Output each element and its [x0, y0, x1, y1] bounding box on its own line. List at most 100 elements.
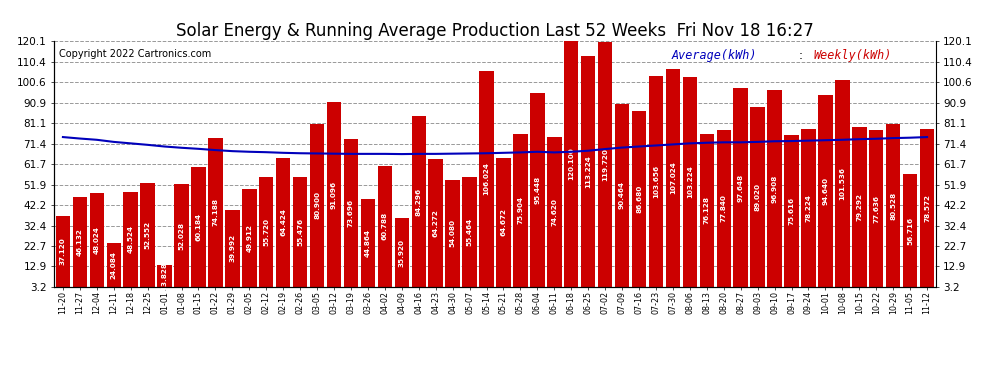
Text: 24.084: 24.084 [111, 251, 117, 279]
Bar [429, 159, 443, 287]
Bar [750, 106, 765, 287]
Bar [734, 88, 747, 287]
Text: 80.528: 80.528 [890, 192, 896, 220]
Bar [767, 90, 782, 287]
Text: 74.620: 74.620 [551, 198, 557, 226]
Text: 48.024: 48.024 [94, 226, 100, 254]
Bar [615, 104, 630, 287]
Bar [869, 130, 883, 287]
Bar [581, 56, 595, 287]
Text: 52.552: 52.552 [145, 221, 150, 249]
Text: 91.096: 91.096 [331, 180, 337, 209]
Text: 74.188: 74.188 [213, 198, 219, 226]
Text: 13.828: 13.828 [161, 262, 167, 290]
Bar [360, 200, 375, 287]
Bar [818, 95, 833, 287]
Bar [344, 139, 358, 287]
Bar [124, 192, 138, 287]
Text: 120.100: 120.100 [568, 148, 574, 180]
Bar [225, 210, 240, 287]
Text: 60.184: 60.184 [195, 213, 202, 241]
Bar [632, 111, 646, 287]
Bar [310, 124, 325, 287]
Bar [903, 174, 918, 287]
Text: 55.720: 55.720 [263, 218, 269, 246]
Text: 49.912: 49.912 [247, 224, 252, 252]
Bar [564, 41, 578, 287]
Text: 113.224: 113.224 [585, 155, 591, 188]
Bar [665, 69, 680, 287]
Text: 52.028: 52.028 [178, 222, 184, 250]
Bar [852, 127, 866, 287]
Text: 44.864: 44.864 [365, 229, 371, 257]
Text: 106.024: 106.024 [483, 162, 489, 195]
Text: 86.680: 86.680 [636, 185, 643, 213]
Text: 64.424: 64.424 [280, 209, 286, 237]
Bar [412, 117, 426, 287]
Text: 79.292: 79.292 [856, 193, 862, 221]
Bar [700, 134, 714, 287]
Text: 37.120: 37.120 [60, 237, 66, 265]
Text: Copyright 2022 Cartronics.com: Copyright 2022 Cartronics.com [58, 49, 211, 58]
Bar [462, 177, 477, 287]
Bar [446, 180, 459, 287]
Text: 39.992: 39.992 [230, 234, 236, 262]
Text: 75.616: 75.616 [788, 197, 795, 225]
Bar [598, 42, 613, 287]
Text: 103.224: 103.224 [687, 165, 693, 198]
Text: 80.900: 80.900 [314, 191, 320, 219]
Bar [327, 102, 342, 287]
Text: 46.132: 46.132 [77, 228, 83, 256]
Bar [276, 158, 290, 287]
Text: 84.296: 84.296 [416, 188, 422, 216]
Bar [784, 135, 799, 287]
Bar [208, 138, 223, 287]
Bar [377, 166, 392, 287]
Text: 78.224: 78.224 [806, 194, 812, 222]
Bar [801, 129, 816, 287]
Bar [191, 167, 206, 287]
Text: 54.080: 54.080 [449, 219, 455, 248]
Bar [836, 80, 849, 287]
Text: 89.020: 89.020 [754, 183, 760, 211]
Text: 73.696: 73.696 [347, 199, 354, 227]
Bar [259, 177, 273, 287]
Bar [243, 189, 256, 287]
Text: 48.524: 48.524 [128, 225, 134, 253]
Bar [513, 134, 528, 287]
Bar [683, 77, 697, 287]
Text: 101.536: 101.536 [840, 167, 845, 200]
Text: :: : [799, 49, 807, 62]
Bar [479, 71, 494, 287]
Bar [395, 218, 409, 287]
Text: 35.920: 35.920 [399, 238, 405, 267]
Text: 76.128: 76.128 [704, 196, 710, 224]
Bar [174, 184, 189, 287]
Text: 90.464: 90.464 [619, 181, 625, 209]
Text: 78.572: 78.572 [924, 194, 930, 222]
Title: Solar Energy & Running Average Production Last 52 Weeks  Fri Nov 18 16:27: Solar Energy & Running Average Productio… [176, 22, 814, 40]
Bar [547, 137, 561, 287]
Bar [293, 177, 307, 287]
Text: 60.788: 60.788 [382, 212, 388, 240]
Text: 64.672: 64.672 [501, 208, 507, 236]
Bar [531, 93, 544, 287]
Text: 103.656: 103.656 [653, 165, 659, 198]
Bar [107, 243, 121, 287]
Bar [157, 264, 172, 287]
Bar [141, 183, 154, 287]
Bar [648, 76, 663, 287]
Text: 95.448: 95.448 [535, 176, 541, 204]
Bar [920, 129, 935, 287]
Text: 107.024: 107.024 [670, 161, 676, 194]
Text: 97.648: 97.648 [738, 174, 743, 202]
Text: Weekly(kWh): Weekly(kWh) [814, 49, 892, 62]
Text: 96.908: 96.908 [771, 174, 777, 202]
Text: 55.476: 55.476 [297, 218, 303, 246]
Bar [90, 193, 104, 287]
Bar [55, 216, 70, 287]
Text: 75.904: 75.904 [518, 196, 524, 225]
Text: Average(kWh): Average(kWh) [671, 49, 756, 62]
Text: 119.720: 119.720 [602, 148, 608, 181]
Bar [717, 130, 731, 287]
